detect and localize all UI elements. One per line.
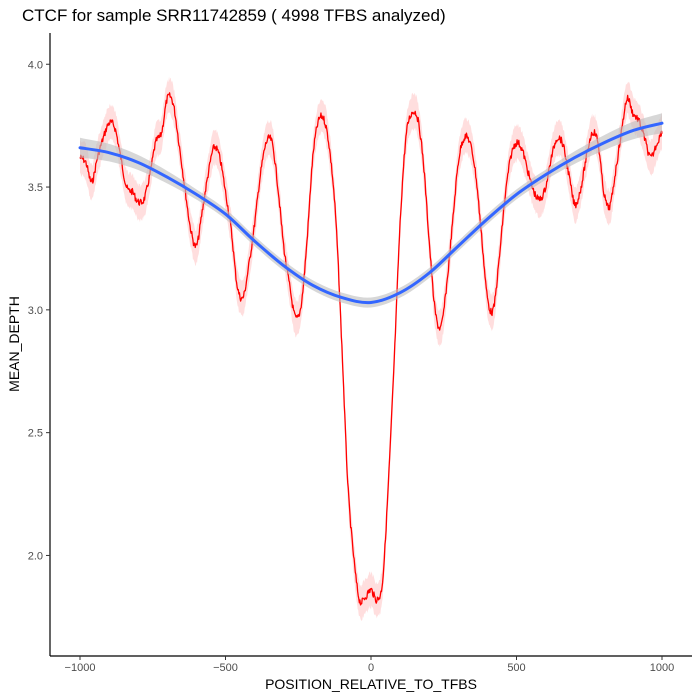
- y-tick-label: 4.0: [28, 59, 43, 71]
- chart-title: CTCF for sample SRR11742859 ( 4998 TFBS …: [22, 6, 446, 25]
- raw-mean-depth-line: [79, 92, 663, 606]
- y-ticks: 2.0 2.5 3.0 3.5 4.0: [28, 59, 50, 562]
- plot-area: [78, 76, 664, 621]
- x-tick-label: 1000: [650, 662, 674, 674]
- smooth-trend-line: [78, 121, 664, 305]
- x-axis-title: POSITION_RELATIVE_TO_TFBS: [265, 676, 477, 692]
- y-tick-label: 2.0: [28, 550, 43, 562]
- x-tick-label: −1000: [65, 662, 96, 674]
- y-tick-label: 3.5: [28, 182, 43, 194]
- y-tick-label: 3.0: [28, 305, 43, 317]
- y-axis-title: MEAN_DEPTH: [6, 296, 22, 392]
- y-tick-label: 2.5: [28, 428, 43, 440]
- x-tick-label: 500: [507, 662, 525, 674]
- x-tick-label: −500: [213, 662, 238, 674]
- x-tick-label: 0: [368, 662, 374, 674]
- x-ticks: −1000 −500 0 500 1000: [65, 656, 674, 674]
